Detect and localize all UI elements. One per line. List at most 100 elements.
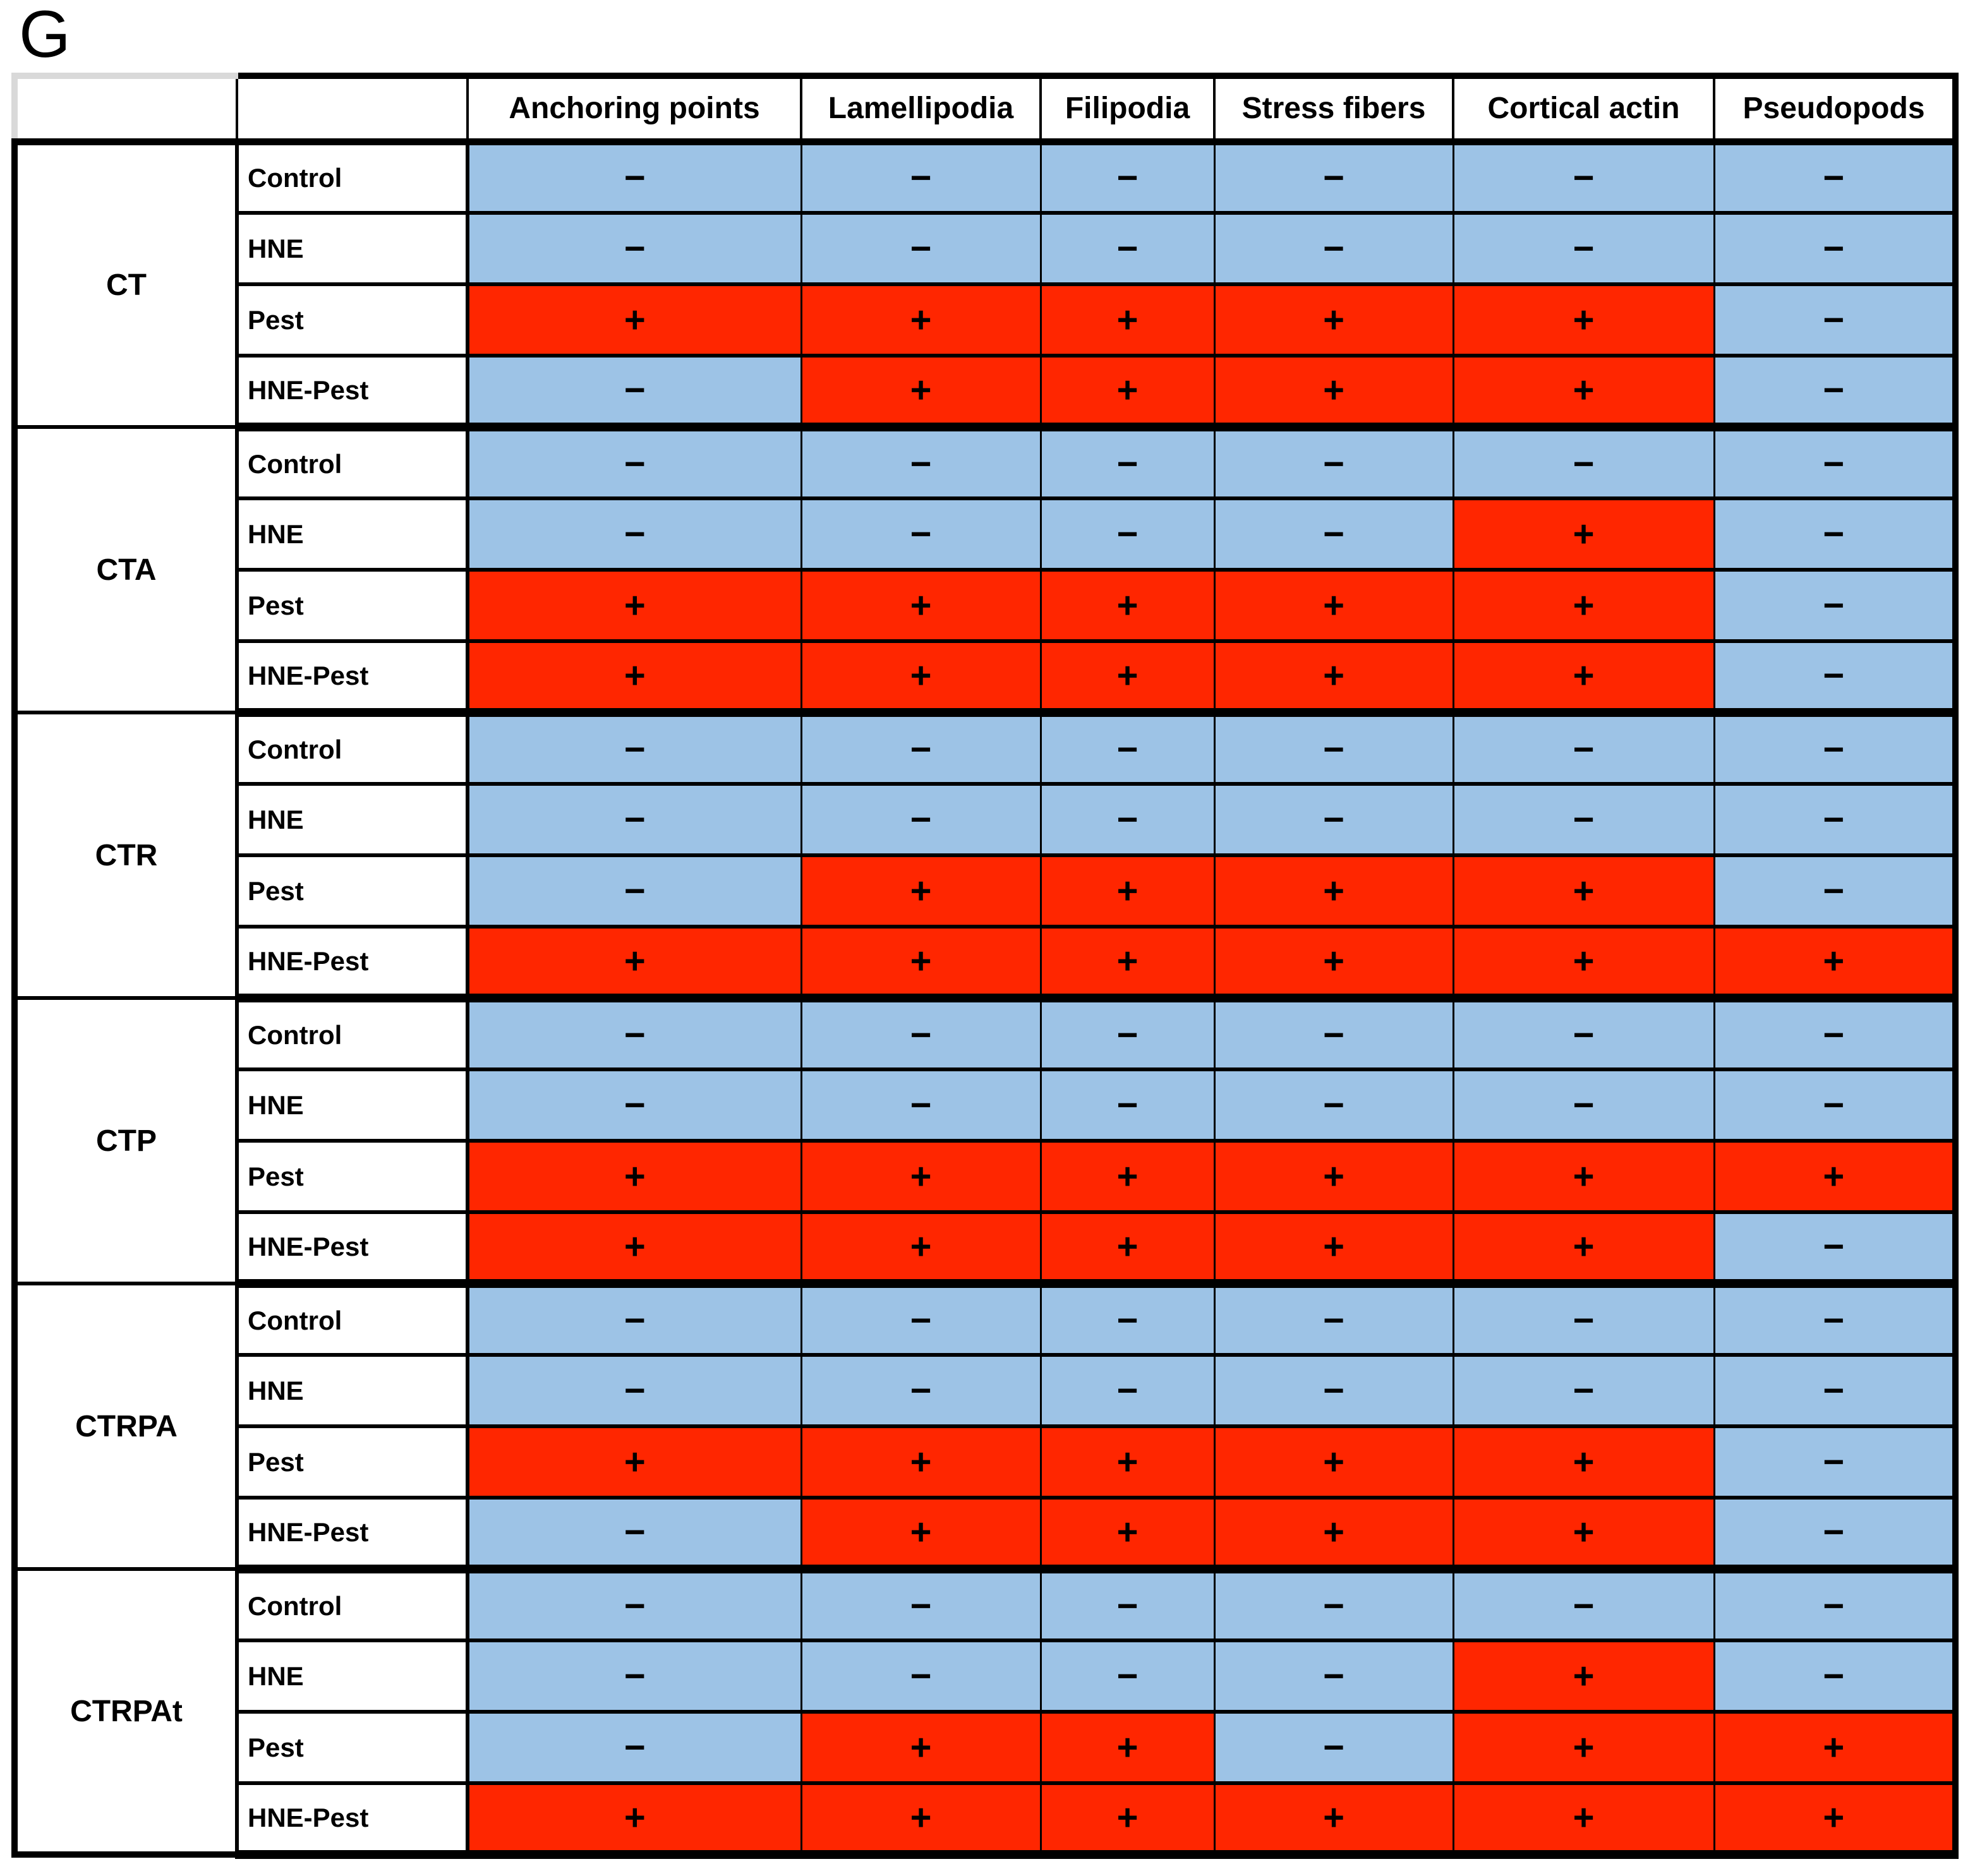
table-row: Pest + + + + + −	[15, 282, 1957, 358]
value-cell: −	[1213, 1710, 1454, 1785]
group-label-ctr: CTR	[13, 711, 239, 1000]
condition-label: Pest	[235, 1710, 469, 1785]
value-cell: −	[1713, 496, 1957, 572]
value-cell: +	[1452, 282, 1715, 358]
value-cell: −	[1713, 1424, 1957, 1500]
table-row: HNE − − − − + −	[15, 496, 1957, 572]
group-label-ct: CT	[13, 140, 239, 429]
value-cell: −	[1213, 996, 1454, 1071]
value-cell: −	[1213, 496, 1454, 572]
value-cell: −	[1713, 1353, 1957, 1428]
table-row: HNE-Pest − + + + + −	[15, 1496, 1957, 1573]
table-row: Pest − + + − + +	[15, 1710, 1957, 1785]
value-cell: −	[466, 496, 802, 572]
column-header: Stress fibers	[1213, 75, 1454, 145]
table-row: HNE − − − − + −	[15, 1638, 1957, 1714]
value-cell: −	[1713, 354, 1957, 431]
value-cell: +	[800, 1781, 1042, 1859]
column-header: Anchoring points	[466, 75, 802, 145]
value-cell: −	[1713, 1567, 1957, 1642]
value-cell: +	[800, 1139, 1042, 1214]
table-header: Anchoring points Lamellipodia Filipodia Str…	[11, 73, 1957, 145]
value-cell: −	[466, 853, 802, 929]
value-cell: +	[1213, 925, 1454, 1002]
value-cell: −	[1452, 1567, 1715, 1642]
value-cell: −	[1039, 1353, 1216, 1428]
value-cell: −	[1039, 1638, 1216, 1714]
value-cell: −	[1713, 140, 1957, 215]
corner-cell-condition	[236, 75, 469, 145]
table-row: Pest + + + + + −	[15, 1424, 1957, 1500]
condition-label: HNE-Pest	[235, 1781, 469, 1859]
value-cell: +	[1213, 1781, 1454, 1859]
table-row: CTP Control − − − − − −	[13, 996, 1957, 1285]
value-cell: +	[800, 282, 1042, 358]
table-row: HNE-Pest + + + + + −	[15, 1210, 1957, 1288]
value-cell: −	[1213, 1353, 1454, 1428]
value-cell: −	[1713, 568, 1957, 643]
value-cell: +	[1039, 354, 1216, 431]
value-cell: +	[1713, 1710, 1957, 1785]
corner-cell-group	[11, 73, 238, 145]
value-cell: −	[800, 782, 1042, 857]
value-cell: +	[1452, 853, 1715, 929]
value-cell: +	[1452, 639, 1715, 717]
actin-structures-table: Anchoring points Lamellipodia Filipodia Str…	[11, 73, 1959, 1859]
value-cell: +	[1452, 1139, 1715, 1214]
value-cell: +	[1039, 639, 1216, 717]
condition-label: Pest	[235, 282, 469, 358]
table-body: CT Control − − − − − − HNE − − − − − − Pest + + + + + − HNE-Pe…	[13, 140, 1957, 1859]
column-header: Cortical actin	[1452, 75, 1715, 145]
value-cell: +	[1039, 1710, 1216, 1785]
value-cell: +	[800, 568, 1042, 643]
value-cell: +	[1039, 1781, 1216, 1859]
value-cell: +	[800, 354, 1042, 431]
value-cell: +	[466, 1139, 802, 1214]
value-cell: −	[1713, 639, 1957, 717]
table-row: HNE − − − − − −	[15, 211, 1957, 286]
value-cell: −	[800, 1067, 1042, 1143]
condition-label: HNE-Pest	[235, 1210, 469, 1288]
table-row: Pest + + + + + +	[15, 1139, 1957, 1214]
value-cell: −	[1039, 140, 1216, 215]
value-cell: +	[466, 925, 802, 1002]
value-cell: +	[466, 1210, 802, 1288]
value-cell: −	[1713, 996, 1957, 1071]
value-cell: +	[800, 925, 1042, 1002]
value-cell: −	[1039, 782, 1216, 857]
value-cell: −	[466, 140, 802, 215]
value-cell: +	[1039, 853, 1216, 929]
value-cell: −	[466, 1353, 802, 1428]
value-cell: +	[466, 1424, 802, 1500]
value-cell: +	[466, 1781, 802, 1859]
value-cell: −	[800, 996, 1042, 1071]
value-cell: +	[1713, 1139, 1957, 1214]
value-cell: +	[1213, 639, 1454, 717]
value-cell: +	[1213, 1424, 1454, 1500]
condition-label: HNE	[235, 211, 469, 286]
value-cell: +	[800, 1210, 1042, 1288]
condition-label: HNE-Pest	[235, 354, 469, 431]
value-cell: +	[1213, 1496, 1454, 1573]
table-row: CTRPA Control − − − − − −	[13, 1282, 1957, 1571]
value-cell: −	[800, 496, 1042, 572]
value-cell: +	[1452, 925, 1715, 1002]
value-cell: −	[1213, 425, 1454, 500]
value-cell: −	[466, 354, 802, 431]
value-cell: −	[800, 1282, 1042, 1357]
value-cell: +	[1452, 1210, 1715, 1288]
table-row: Pest + + + + + −	[15, 568, 1957, 643]
value-cell: +	[1213, 568, 1454, 643]
value-cell: −	[1213, 140, 1454, 215]
value-cell: +	[1452, 1638, 1715, 1714]
value-cell: +	[1452, 1424, 1715, 1500]
condition-label: Control	[235, 996, 469, 1071]
value-cell: +	[466, 568, 802, 643]
value-cell: −	[1213, 1067, 1454, 1143]
value-cell: +	[1452, 354, 1715, 431]
value-cell: −	[1039, 1567, 1216, 1642]
table-row: HNE-Pest + + + + + −	[15, 639, 1957, 717]
value-cell: +	[1039, 1139, 1216, 1214]
condition-label: HNE	[235, 1067, 469, 1143]
